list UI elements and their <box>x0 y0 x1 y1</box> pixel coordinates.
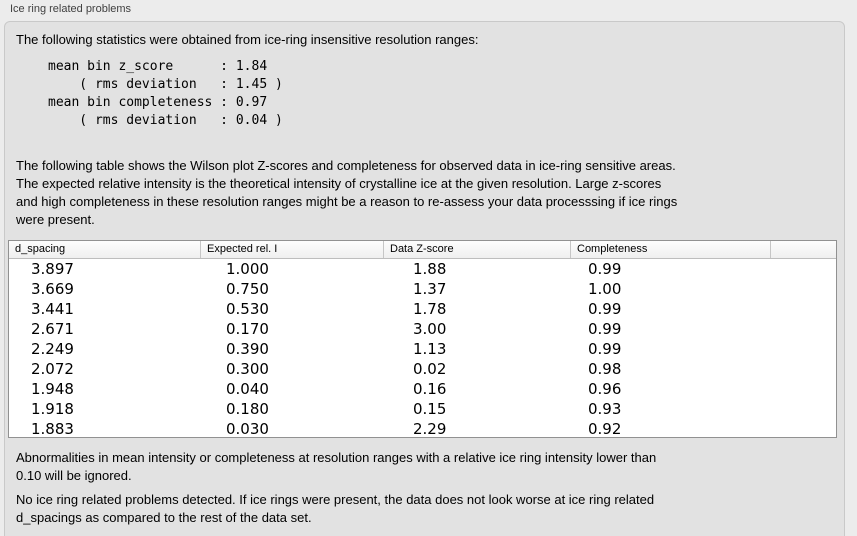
table-cell: 1.37 <box>413 280 447 298</box>
table-cell: 1.13 <box>413 340 447 358</box>
table-row[interactable]: 3.441 0.530 1.78 0.99 <box>9 299 836 319</box>
panel-title: Ice ring related problems <box>10 3 132 15</box>
table-body: 3.897 1.000 1.88 0.99 3.669 0.750 1.37 1.00 3.44… <box>9 259 836 438</box>
table-cell <box>771 359 836 379</box>
table-cell: 2.249 <box>31 340 74 358</box>
table-cell: 1.000 <box>226 260 269 278</box>
column-header-expected-rel-i[interactable]: Expected rel. I <box>201 241 384 258</box>
table-cell: 0.16 <box>413 380 447 398</box>
table-cell <box>771 379 836 399</box>
stats-intro-text: The following statistics were obtained f… <box>16 32 479 47</box>
table-cell: 0.93 <box>588 400 622 418</box>
table-cell: 2.671 <box>31 320 74 338</box>
table-cell: 1.918 <box>31 400 74 418</box>
table-cell: 0.180 <box>226 400 269 418</box>
table-cell: 0.750 <box>226 280 269 298</box>
table-cell: 0.99 <box>588 320 622 338</box>
table-cell <box>771 339 836 359</box>
table-cell: 1.78 <box>413 300 447 318</box>
table-row[interactable]: 1.918 0.180 0.15 0.93 <box>9 399 836 419</box>
table-cell: 1.883 <box>31 420 74 438</box>
conclusion-text: No ice ring related problems detected. I… <box>16 492 655 525</box>
table-description-text: The following table shows the Wilson plo… <box>16 158 678 227</box>
column-header-d-spacing[interactable]: d_spacing <box>9 241 201 258</box>
table-cell: 0.99 <box>588 340 622 358</box>
ice-ring-panel: The following statistics were obtained f… <box>4 21 845 536</box>
table-cell: 0.99 <box>588 300 622 318</box>
table-cell: 0.98 <box>588 360 622 378</box>
table-row[interactable]: 2.671 0.170 3.00 0.99 <box>9 319 836 339</box>
table-cell: 0.96 <box>588 380 622 398</box>
table-cell: 2.072 <box>31 360 74 378</box>
table-cell: 3.897 <box>31 260 74 278</box>
table-cell: 0.530 <box>226 300 269 318</box>
table-row[interactable]: 1.948 0.040 0.16 0.96 <box>9 379 836 399</box>
table-cell <box>771 299 836 319</box>
table-cell: 1.88 <box>413 260 447 278</box>
stats-summary-block: mean bin z_score : 1.84 ( rms deviation … <box>48 59 283 128</box>
table-cell <box>771 399 836 419</box>
table-cell: 0.02 <box>413 360 447 378</box>
column-header-completeness[interactable]: Completeness <box>571 241 771 258</box>
column-header-empty <box>771 241 836 258</box>
table-row[interactable]: 3.669 0.750 1.37 1.00 <box>9 279 836 299</box>
table-cell: 3.441 <box>31 300 74 318</box>
table-cell <box>771 259 836 279</box>
table-cell: 0.300 <box>226 360 269 378</box>
table-cell <box>771 279 836 299</box>
table-cell: 0.15 <box>413 400 447 418</box>
table-cell: 1.948 <box>31 380 74 398</box>
table-row[interactable]: 2.072 0.300 0.02 0.98 <box>9 359 836 379</box>
table-cell: 0.92 <box>588 420 622 438</box>
column-header-data-z-score[interactable]: Data Z-score <box>384 241 571 258</box>
table-cell: 0.030 <box>226 420 269 438</box>
table-row[interactable]: 1.883 0.030 2.29 0.92 <box>9 419 836 438</box>
table-cell: 1.00 <box>588 280 622 298</box>
table-header-row: d_spacing Expected rel. I Data Z-score C… <box>9 241 836 259</box>
ice-ring-table[interactable]: d_spacing Expected rel. I Data Z-score C… <box>8 240 837 438</box>
table-row[interactable]: 3.897 1.000 1.88 0.99 <box>9 259 836 279</box>
ignore-note-text: Abnormalities in mean intensity or compl… <box>16 450 657 483</box>
table-cell <box>771 319 836 339</box>
table-cell: 2.29 <box>413 420 447 438</box>
table-cell: 0.99 <box>588 260 622 278</box>
table-cell <box>771 419 836 437</box>
table-row[interactable]: 2.249 0.390 1.13 0.99 <box>9 339 836 359</box>
table-cell: 0.170 <box>226 320 269 338</box>
table-cell: 3.00 <box>413 320 447 338</box>
table-cell: 0.390 <box>226 340 269 358</box>
table-cell: 3.669 <box>31 280 74 298</box>
table-cell: 0.040 <box>226 380 269 398</box>
